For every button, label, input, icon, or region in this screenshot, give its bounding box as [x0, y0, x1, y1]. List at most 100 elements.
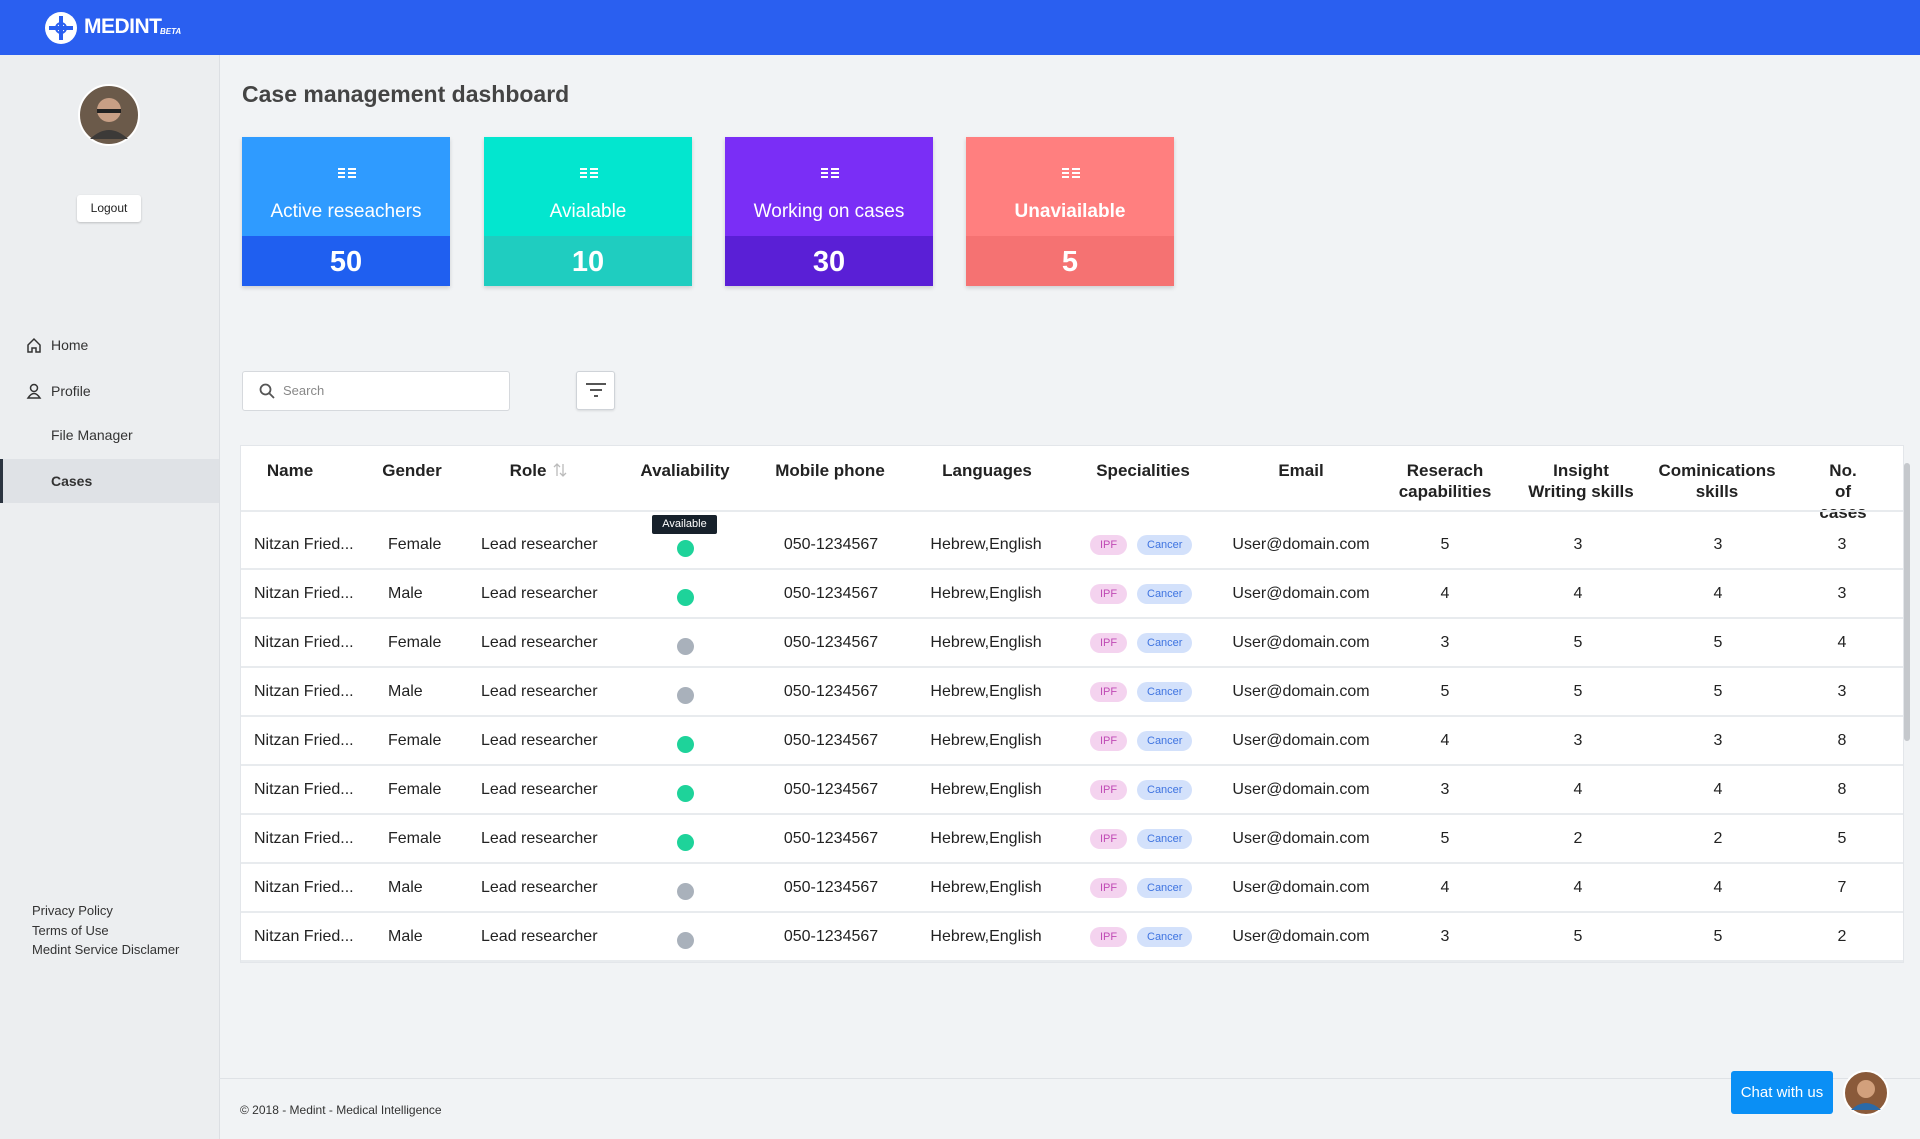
cell-gender: Female	[388, 830, 442, 847]
sidebar: Logout Home Profile File Manager Cases P…	[0, 55, 220, 1139]
speciality-tag: Cancer	[1137, 682, 1193, 702]
cell-phone: 050-1234567	[783, 683, 879, 700]
speciality-tag: IPF	[1090, 682, 1128, 702]
terms-link[interactable]: Terms of Use	[32, 923, 109, 938]
table-row[interactable]: Nitzan Fried... Female Lead researcher 050-…	[241, 769, 1903, 815]
cell-cases: 5	[1837, 830, 1847, 847]
cell-name: Nitzan Fried...	[254, 928, 354, 945]
stat-card: Avialable 10	[484, 137, 692, 286]
avatar[interactable]	[78, 84, 140, 146]
card-label: Working on cases	[753, 201, 905, 222]
sort-icon[interactable]	[553, 463, 567, 477]
cell-gender: Female	[388, 781, 442, 798]
cell-insight: 4	[1573, 585, 1583, 602]
footer-line	[219, 1078, 1920, 1079]
cell-languages: Hebrew,English	[930, 781, 1042, 798]
table-row[interactable]: Nitzan Fried... Male Lead researcher 050-12…	[241, 916, 1903, 962]
cell-languages: Hebrew,English	[930, 732, 1042, 749]
column-header: Name	[266, 461, 314, 480]
card-value: 10	[484, 236, 692, 286]
cell-phone: 050-1234567	[783, 585, 879, 602]
cell-research: 4	[1440, 879, 1450, 896]
logo-icon	[45, 12, 77, 44]
table-row[interactable]: Nitzan Fried... Female Lead researcher 050-…	[241, 622, 1903, 668]
availability-dot	[677, 932, 694, 949]
speciality-tag: IPF	[1090, 584, 1128, 604]
scrollbar	[1904, 463, 1910, 741]
filter-button[interactable]	[576, 371, 615, 410]
cell-phone: 050-1234567	[783, 732, 879, 749]
cell-name: Nitzan Fried...	[254, 536, 354, 553]
table-row[interactable]: Nitzan Fried... Male Lead researcher 050-12…	[241, 573, 1903, 619]
card-value: 5	[966, 236, 1174, 286]
cell-communication: 4	[1713, 879, 1723, 896]
cell-name: Nitzan Fried...	[254, 732, 354, 749]
logo-text[interactable]: MEDINT	[84, 15, 162, 38]
cell-name: Nitzan Fried...	[254, 781, 354, 798]
filter-icon	[586, 383, 606, 397]
chat-avatar[interactable]	[1843, 1070, 1889, 1116]
speciality-tag: IPF	[1090, 535, 1128, 555]
researchers-table: Name Gender Role Avaliability Mobile phone La…	[240, 445, 1904, 963]
speciality-tag: Cancer	[1137, 535, 1193, 555]
speciality-tag: Cancer	[1137, 878, 1193, 898]
cell-phone: 050-1234567	[783, 634, 879, 651]
cell-cases: 7	[1837, 879, 1847, 896]
availability-dot	[677, 883, 694, 900]
cell-email: User@domain.com	[1232, 781, 1370, 798]
cell-cases: 8	[1837, 781, 1847, 798]
cell-languages: Hebrew,English	[930, 928, 1042, 945]
column-header: Languages	[942, 461, 1032, 480]
table-row[interactable]: Nitzan Fried... Male Lead researcher 050-12…	[241, 671, 1903, 717]
cell-gender: Female	[388, 634, 442, 651]
cell-research: 3	[1440, 781, 1450, 798]
cell-communication: 3	[1713, 536, 1723, 553]
speciality-tag: Cancer	[1137, 829, 1193, 849]
cell-languages: Hebrew,English	[930, 585, 1042, 602]
cell-email: User@domain.com	[1232, 732, 1370, 749]
disclaimer-link[interactable]: Medint Service Disclamer	[32, 942, 180, 957]
table-row[interactable]: Nitzan Fried... Male Lead researcher 050-12…	[241, 867, 1903, 913]
card-value: 50	[242, 236, 450, 286]
cell-name: Nitzan Fried...	[254, 879, 354, 896]
cell-communication: 4	[1713, 781, 1723, 798]
cell-gender: Male	[388, 879, 423, 896]
cell-phone: 050-1234567	[783, 536, 879, 553]
cell-gender: Female	[388, 732, 442, 749]
chat-button[interactable]: Chat with us	[1731, 1071, 1833, 1114]
cell-name: Nitzan Fried...	[254, 634, 354, 651]
nav-item[interactable]: File Manager	[51, 427, 133, 443]
cell-gender: Male	[388, 585, 423, 602]
nav-item[interactable]: Cases	[51, 473, 93, 489]
cell-research: 5	[1440, 830, 1450, 847]
availability-tooltip: Available	[652, 515, 717, 534]
privacy-link[interactable]: Privacy Policy	[32, 903, 113, 918]
card-icon	[580, 168, 598, 178]
table-row[interactable]: Nitzan Fried... Female Lead researcher 050-…	[241, 720, 1903, 766]
header-divider	[241, 510, 1903, 512]
speciality-tag: Cancer	[1137, 927, 1193, 947]
speciality-tag: IPF	[1090, 633, 1128, 653]
column-header: Avaliability	[640, 461, 730, 480]
cell-gender: Male	[388, 928, 423, 945]
nav-active-bg	[0, 459, 219, 503]
card-label: Active reseachers	[270, 201, 422, 222]
card-icon	[1062, 168, 1080, 178]
cell-cases: 3	[1837, 683, 1847, 700]
stat-card: Unaviailable 5	[966, 137, 1174, 286]
table-row[interactable]: Nitzan Fried... Female Lead researcher 050-…	[241, 818, 1903, 864]
speciality-tag: IPF	[1090, 927, 1128, 947]
column-header: Reserach capabilities	[1398, 461, 1492, 501]
copyright: © 2018 - Medint - Medical Intelligence	[240, 1103, 442, 1117]
card-label: Unaviailable	[1014, 201, 1126, 222]
cell-role: Lead researcher	[481, 928, 598, 945]
nav-item[interactable]: Home	[51, 337, 89, 353]
table-row[interactable]: Nitzan Fried... Female Lead researcher 050-…	[241, 524, 1903, 570]
logout-button[interactable]: Logout	[77, 195, 141, 222]
cell-email: User@domain.com	[1232, 585, 1370, 602]
nav-item[interactable]: Profile	[51, 383, 91, 399]
cell-cases: 3	[1837, 536, 1847, 553]
cell-insight: 5	[1573, 634, 1583, 651]
cell-cases: 2	[1837, 928, 1847, 945]
search-box[interactable]: Search	[242, 371, 510, 411]
